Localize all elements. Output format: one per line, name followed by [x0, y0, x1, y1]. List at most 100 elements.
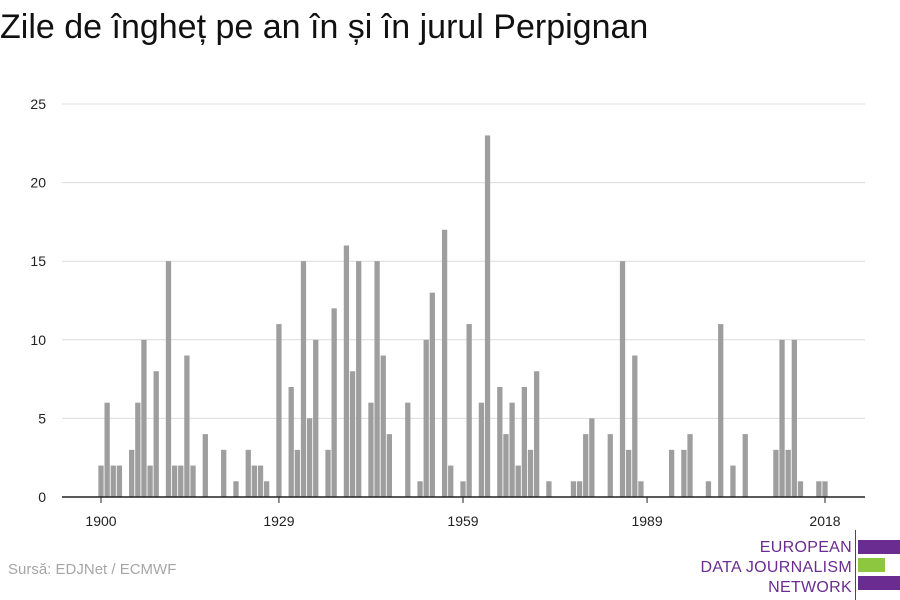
chart-title: Zile de îngheț pe an în și în jurul Perp… — [0, 8, 649, 46]
bar-1970 — [527, 449, 534, 497]
bar-1934 — [306, 418, 313, 497]
logo-line-data-journalism: DATA JOURNALISM — [700, 559, 852, 576]
bar-1915 — [190, 465, 196, 497]
logo-line-european: EUROPEAN — [759, 539, 852, 556]
bar-1952 — [417, 481, 423, 497]
bar-1978 — [576, 481, 583, 497]
y-tick-label-0: 0 — [38, 489, 46, 505]
x-tick-label-1989: 1989 — [631, 513, 662, 529]
bar-2014 — [797, 481, 804, 497]
edjnet-logo: EUROPEAN DATA JOURNALISM NETWORK — [700, 530, 900, 600]
x-tick-labels: 1900 1929 1959 1989 2018 — [85, 513, 840, 529]
bar-1913 — [178, 465, 184, 497]
bar-1983 — [607, 434, 613, 497]
bar-1909 — [153, 371, 159, 497]
bar-1993 — [668, 449, 675, 497]
bar-1907 — [141, 339, 147, 497]
bar-1980 — [589, 418, 595, 497]
x-tick-label-1959: 1959 — [447, 513, 478, 529]
bar-1937 — [325, 449, 331, 497]
bar-2012 — [785, 449, 791, 497]
x-tick-label-1900: 1900 — [85, 513, 116, 529]
bar-1932 — [294, 449, 300, 497]
bar-2013 — [791, 339, 797, 497]
bar-1985 — [619, 261, 626, 497]
bar-1968 — [515, 465, 521, 497]
bar-1988 — [638, 481, 644, 497]
source-note: Sursă: EDJNet / ECMWF — [8, 561, 177, 578]
bar-1933 — [300, 261, 307, 497]
bar-1969 — [521, 386, 527, 497]
bar-2017 — [816, 481, 822, 497]
grid-lines — [62, 103, 865, 419]
bar-1925 — [251, 465, 258, 497]
bar-1965 — [497, 386, 503, 497]
bar-1942 — [356, 261, 362, 497]
bar-1926 — [257, 465, 264, 497]
bar-1977 — [570, 481, 577, 497]
logo-bar-middle — [858, 558, 885, 572]
bar-2011 — [779, 339, 785, 497]
logo-line-network: NETWORK — [768, 579, 852, 596]
bar-1979 — [583, 434, 589, 497]
logo-text: EUROPEAN DATA JOURNALISM NETWORK — [701, 538, 852, 598]
bar-1962 — [478, 402, 485, 497]
bar-1927 — [264, 481, 270, 497]
bar-1950 — [405, 402, 411, 497]
y-tick-label-15: 15 — [30, 253, 46, 269]
bar-1935 — [313, 339, 319, 497]
bar-2010 — [773, 449, 779, 497]
bar-2003 — [730, 465, 736, 497]
bar-1956 — [441, 229, 448, 497]
bar-1971 — [533, 371, 540, 497]
logo-divider — [855, 530, 856, 600]
bar-1995 — [681, 449, 687, 497]
bar-1954 — [429, 292, 435, 497]
bar-1973 — [546, 481, 552, 497]
bar-1901 — [104, 402, 110, 497]
bar-1902 — [110, 465, 116, 497]
y-tick-label-20: 20 — [30, 175, 46, 191]
bar-1966 — [503, 434, 509, 497]
logo-bar-bottom — [858, 576, 900, 590]
bar-1959 — [460, 481, 466, 497]
bar-1967 — [509, 402, 515, 497]
x-tick-label-2018: 2018 — [809, 513, 840, 529]
x-axis — [62, 496, 865, 503]
bar-1900 — [98, 465, 104, 497]
bar-1922 — [233, 481, 239, 497]
bar-1911 — [165, 261, 172, 497]
bar-1996 — [687, 434, 693, 497]
y-tick-label-5: 5 — [38, 410, 46, 426]
x-tick-label-1929: 1929 — [263, 513, 294, 529]
bar-1908 — [147, 465, 153, 497]
bar-1944 — [368, 402, 374, 497]
bar-1947 — [386, 434, 393, 497]
logo-bar-top — [858, 540, 900, 554]
bar-1986 — [626, 449, 632, 497]
bar-1905 — [129, 449, 135, 497]
bars — [98, 135, 828, 497]
bar-1924 — [245, 449, 251, 497]
bar-1945 — [374, 261, 380, 497]
bar-1938 — [331, 308, 337, 497]
y-tick-label-10: 10 — [30, 332, 46, 348]
bar-1987 — [632, 355, 638, 497]
bar-1914 — [184, 355, 190, 497]
bar-1920 — [221, 449, 227, 497]
bar-chart: 0 5 10 15 20 25 1900 1929 1959 1989 2018 — [30, 96, 865, 529]
bar-1931 — [288, 386, 294, 497]
bar-1912 — [171, 465, 178, 497]
bar-1941 — [349, 371, 356, 497]
bar-1903 — [116, 465, 123, 497]
bar-1957 — [448, 465, 454, 497]
bar-1946 — [380, 355, 386, 497]
bar-2005 — [742, 434, 748, 497]
bar-1963 — [484, 135, 491, 497]
bar-2018 — [822, 481, 828, 497]
bar-1917 — [202, 434, 208, 497]
bar-1906 — [135, 402, 141, 497]
bar-1953 — [423, 339, 429, 497]
bar-1940 — [343, 245, 350, 497]
bar-1960 — [466, 324, 472, 497]
